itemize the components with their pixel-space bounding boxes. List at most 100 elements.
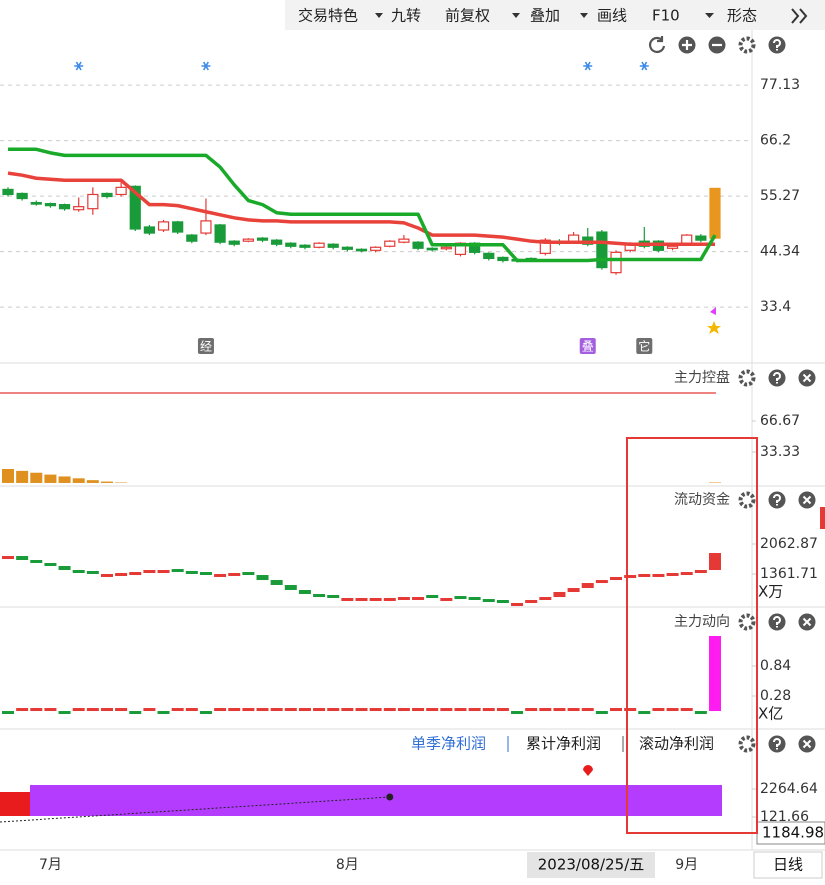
flow-bar xyxy=(129,572,141,575)
y-tick-label: 1361.71 xyxy=(760,566,818,582)
bar xyxy=(426,708,438,711)
flow-bar xyxy=(454,596,466,599)
flow-bar xyxy=(158,570,170,573)
candle-body xyxy=(286,243,296,246)
flow-bar xyxy=(214,574,226,577)
bar xyxy=(652,708,664,711)
candle-body xyxy=(173,222,183,232)
candle-body xyxy=(314,243,324,247)
bar xyxy=(101,708,113,711)
bar xyxy=(511,711,523,714)
flow-bar xyxy=(242,572,254,575)
bar xyxy=(271,708,283,711)
bar xyxy=(285,708,297,711)
flow-bar xyxy=(2,556,14,559)
candle-body xyxy=(597,232,607,268)
x-tick-label: 7月 xyxy=(39,857,62,873)
flow-bar xyxy=(87,571,99,574)
toolbar-button[interactable]: 交易特色 xyxy=(298,7,358,25)
panel-title: 主力动向 xyxy=(674,614,730,630)
bar xyxy=(16,708,28,711)
profit-bar xyxy=(30,785,722,816)
flow-bar xyxy=(30,560,42,563)
toolbar-button[interactable]: F10 xyxy=(652,7,680,25)
flow-bar xyxy=(44,563,56,566)
profit-tab[interactable]: 累计净利润 xyxy=(526,735,601,753)
flow-bar xyxy=(384,598,396,601)
y-tick-label: 66.67 xyxy=(760,413,800,429)
bar xyxy=(469,708,481,711)
candle-body xyxy=(357,249,367,251)
bar xyxy=(454,708,466,711)
bar xyxy=(667,708,679,711)
flow-bar xyxy=(271,580,283,585)
bar xyxy=(596,711,608,714)
flow-bar xyxy=(525,600,537,603)
flow-bar xyxy=(73,570,85,573)
y-tick-label: 2062.87 xyxy=(760,536,818,552)
candle-body xyxy=(201,221,211,233)
bar xyxy=(638,711,650,714)
candle-body xyxy=(74,207,84,210)
flow-bar xyxy=(101,574,113,577)
bar xyxy=(30,473,42,483)
profit-tab[interactable]: 单季净利润 xyxy=(411,735,486,753)
bar xyxy=(73,708,85,711)
period-label: 日线 xyxy=(773,856,803,874)
candle-body xyxy=(258,238,268,240)
y-tick-label: 55.27 xyxy=(760,188,800,204)
bar xyxy=(525,708,537,711)
bar xyxy=(539,708,551,711)
candle-body xyxy=(569,235,579,241)
bar xyxy=(30,708,42,711)
y-tick-label: 44.34 xyxy=(760,244,800,260)
flow-bar xyxy=(652,574,664,577)
bar xyxy=(341,708,353,711)
flow-bar xyxy=(624,575,636,578)
candle-body xyxy=(187,235,197,241)
bar xyxy=(87,480,99,483)
bar xyxy=(200,711,212,714)
candle-body xyxy=(710,188,720,238)
flow-bar xyxy=(370,598,382,601)
y-tick-label: 77.13 xyxy=(760,77,800,93)
bar xyxy=(87,708,99,711)
bar xyxy=(582,708,594,711)
flow-bar xyxy=(59,566,71,570)
flow-bar xyxy=(610,577,622,580)
bar xyxy=(299,708,311,711)
bar xyxy=(228,708,240,711)
flow-bar xyxy=(440,598,452,601)
flow-bar xyxy=(115,573,127,576)
profit-bar xyxy=(0,792,30,816)
candle-body xyxy=(611,252,621,272)
unit-label: X亿 xyxy=(758,705,783,723)
bar xyxy=(129,711,141,714)
bar xyxy=(483,708,495,711)
flow-bar xyxy=(16,556,28,560)
toolbar-button[interactable]: 前复权 xyxy=(445,7,490,25)
panel-title: 流动资金 xyxy=(674,492,730,508)
candle-body xyxy=(45,204,55,206)
bar xyxy=(16,471,28,483)
toolbar-button[interactable]: 画线 xyxy=(597,7,627,25)
profit-tab[interactable]: 滚动净利润 xyxy=(639,735,714,753)
y-tick-label: 2264.64 xyxy=(760,781,818,797)
y-tick-label: 66.2 xyxy=(760,133,791,149)
candle-body xyxy=(441,247,451,249)
toolbar-button[interactable]: 九转 xyxy=(391,7,421,25)
toolbar-button[interactable]: 叠加 xyxy=(530,7,560,25)
bar xyxy=(568,708,580,711)
candle-body xyxy=(88,194,98,208)
flow-bar xyxy=(695,570,707,573)
flow-bar xyxy=(568,588,580,592)
flow-bar xyxy=(257,575,269,580)
settings-hub xyxy=(745,43,750,48)
bar xyxy=(681,708,693,711)
flow-bar xyxy=(228,573,240,576)
flow-bar xyxy=(299,590,311,594)
toolbar-button[interactable]: 形态 xyxy=(727,7,757,25)
flow-bar xyxy=(356,598,368,601)
bar xyxy=(59,476,71,483)
bar xyxy=(370,708,382,711)
